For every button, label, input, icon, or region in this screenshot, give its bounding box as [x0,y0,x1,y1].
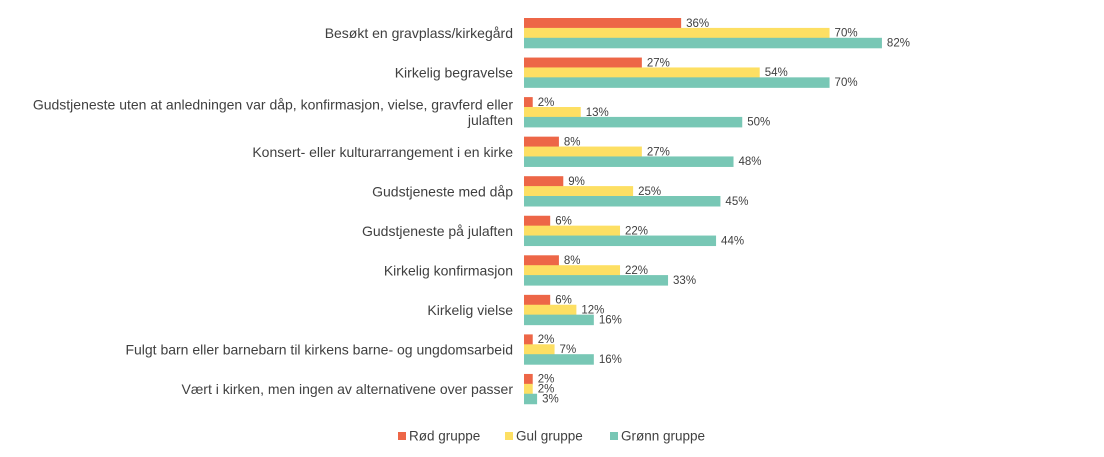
bar [524,196,721,207]
bar [524,344,555,355]
bar [524,354,594,365]
data-label: 50% [747,117,770,129]
bar [524,186,634,197]
bar [524,116,743,128]
data-label: 8% [564,136,581,148]
bar [524,176,564,187]
data-label: 13% [586,107,609,119]
data-label: 8% [564,255,581,267]
category-label: Gudstjeneste uten at anledningen var dåp… [33,97,514,113]
legend-entry: Gul gruppe [516,429,583,444]
legend-entry: Rød gruppe [409,429,480,444]
data-label: 82% [887,38,910,50]
data-label: 16% [599,354,622,366]
data-label: 22% [625,265,648,277]
category-labels-layer: Besøkt en gravplass/kirkegård Kirkelig be… [33,25,514,397]
category-label: Gudstjeneste med dåp [372,183,513,199]
category-label: Besøkt en gravplass/kirkegård [325,25,513,41]
bar [524,383,533,395]
legend-swatch [398,432,406,440]
data-label: 2% [538,384,555,396]
bar [524,304,577,316]
bar [524,255,559,266]
category-label: Vært i kirken, men ingen av alternativen… [182,381,514,397]
data-label: 33% [673,275,696,287]
bar [524,57,642,69]
bar [524,136,559,148]
data-label: 36% [686,18,709,30]
data-label: 45% [725,196,748,208]
legend: Rød gruppe Gul gruppe Grønn gruppe [398,429,705,444]
data-label: 44% [721,235,744,247]
bar [524,77,830,88]
bar [524,294,551,306]
bar [524,275,669,286]
category-label: Gudstjeneste på julaften [362,223,513,239]
data-label: 70% [835,28,858,40]
bar [524,107,581,118]
data-label: 2% [538,374,555,386]
bar [524,334,533,345]
category-label: Kirkelig begravelse [395,65,513,81]
data-label: 12% [581,305,604,317]
data-label: 9% [568,176,585,188]
legend-swatch [610,432,618,440]
bar [524,225,621,237]
data-label: 2% [538,334,555,346]
category-label: Fulgt barn eller barnebarn til kirkens b… [125,342,513,358]
data-label: 22% [625,225,648,237]
legend-swatch [505,432,513,440]
bar [524,235,717,247]
bars-layer [524,18,882,405]
bar [524,156,734,167]
bar [524,67,760,78]
data-label: 27% [647,146,670,158]
bar [524,265,621,276]
value-labels-layer: 36% 70% 82% 27% 54% 70% 2% 13% 50% 8% 27% 48% 9% 25% 4… [538,18,910,406]
category-label: Kirkelig konfirmasjon [384,262,513,278]
data-label: 6% [555,216,572,228]
category-label: Konsert- eller kulturarrangement i en ki… [252,144,513,160]
data-label: 6% [555,295,572,307]
bar [524,393,538,405]
bar [524,373,533,385]
data-label: 27% [647,57,670,69]
legend-entry: Grønn gruppe [621,429,705,444]
category-label: julaften [467,112,513,128]
data-label: 3% [542,394,559,406]
bar [524,18,682,29]
data-label: 70% [835,77,858,89]
category-label: Kirkelig vielse [427,302,513,318]
bar [524,314,594,326]
data-label: 54% [765,67,788,79]
data-label: 48% [739,156,762,168]
bar [524,27,830,39]
bar [524,146,642,158]
data-label: 25% [638,186,661,198]
bar [524,97,533,108]
data-label: 2% [538,97,555,109]
bar [524,37,882,49]
bar [524,215,551,227]
data-label: 7% [560,344,577,356]
data-label: 16% [599,314,622,326]
